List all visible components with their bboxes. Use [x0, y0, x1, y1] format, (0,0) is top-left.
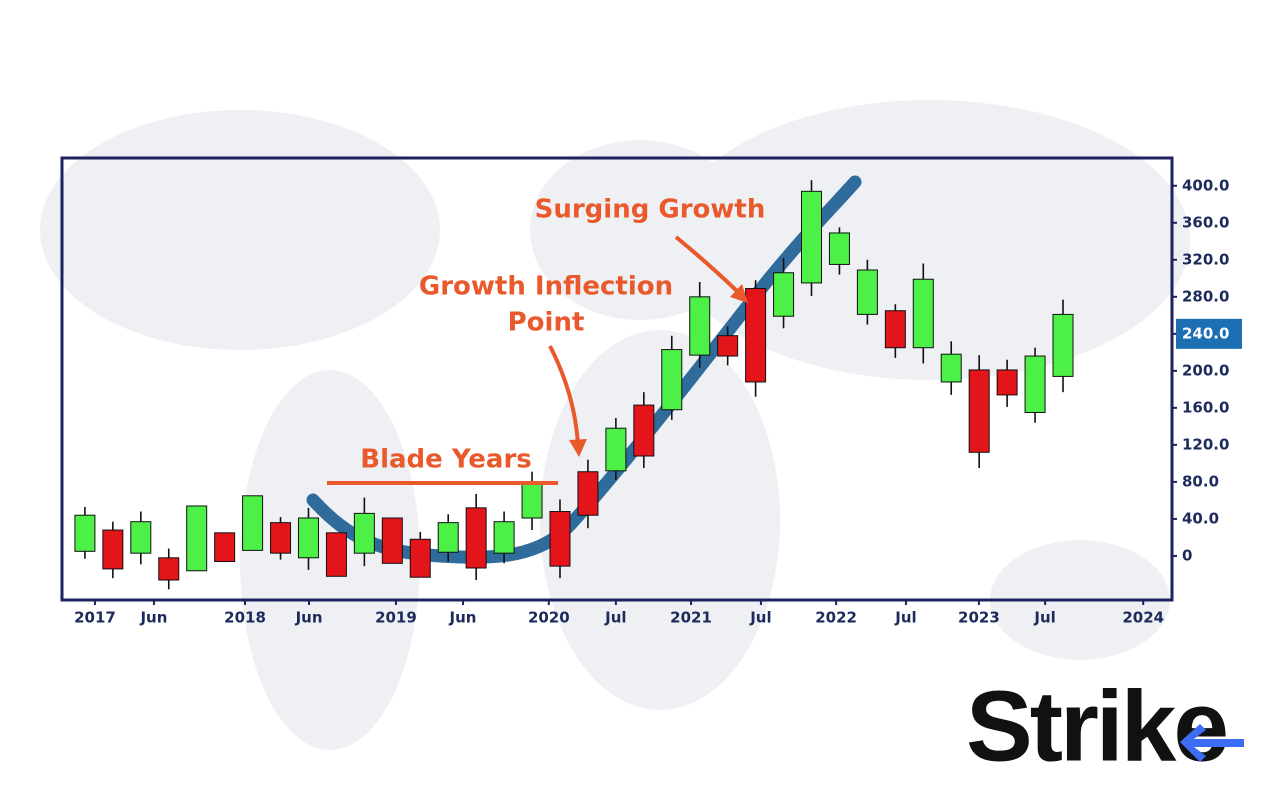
annotation: Growth Inflection: [419, 272, 673, 302]
x-tick-label: Jun: [295, 609, 323, 627]
candles: [74, 180, 1074, 590]
brand-logo: Strike: [966, 670, 1226, 782]
candle-body: [493, 521, 515, 554]
x-tick-label: 2020: [528, 609, 570, 627]
annotation: Surging Growth: [535, 195, 766, 225]
x-tick-label: 2018: [224, 609, 266, 627]
candle-body: [353, 512, 375, 554]
candle-body: [996, 369, 1018, 396]
x-tick-label: Jul: [1033, 609, 1055, 627]
candle-body: [633, 404, 655, 457]
candle-body: [102, 529, 124, 570]
x-tick-label: 2023: [958, 609, 1000, 627]
y-tick-label: 160.0: [1182, 398, 1229, 416]
x-tick-label: 2019: [375, 609, 417, 627]
x-tick-label: 2021: [670, 609, 712, 627]
arrowhead: [730, 284, 748, 303]
candle-body: [605, 427, 627, 472]
highlight-tick-box: [1176, 318, 1242, 349]
candle-body: [577, 471, 599, 516]
arrow: [674, 235, 740, 294]
candle-body: [437, 522, 459, 553]
logo-arrow: [1180, 724, 1244, 762]
y-tick-label: 120.0: [1182, 435, 1229, 453]
y-tick-label: 200.0: [1182, 361, 1229, 379]
candle-body: [297, 517, 319, 559]
x-tick-label: 2022: [815, 609, 857, 627]
candle-body: [773, 272, 795, 317]
y-tick-label: 80.0: [1182, 472, 1219, 490]
candle-body: [130, 521, 152, 554]
world-map-background: [40, 100, 1190, 750]
candle-body: [856, 269, 878, 315]
x-tick-label: 2017: [74, 609, 116, 627]
candle-body: [381, 517, 403, 564]
candle-body: [717, 335, 739, 357]
candle-body: [1052, 313, 1074, 377]
candle-body: [828, 232, 850, 265]
x-tick-label: Jun: [449, 609, 477, 627]
annotation: Blade Years: [360, 445, 532, 475]
candle-body: [242, 495, 264, 551]
candle-body: [214, 532, 236, 563]
x-tick-label: Jun: [139, 609, 167, 627]
y-tick-label: 320.0: [1182, 250, 1229, 268]
arrow: [548, 345, 580, 446]
candle-body: [158, 557, 180, 581]
candle-body: [801, 190, 823, 284]
candle-body: [549, 511, 571, 567]
y-tick-label: 0: [1182, 546, 1192, 564]
plot-frame: [60, 156, 1174, 602]
y-tick-label: 40.0: [1182, 509, 1219, 527]
candle-body: [465, 507, 487, 569]
candle-body: [521, 483, 543, 519]
y-tick-label: 360.0: [1182, 213, 1229, 231]
candle-body: [74, 514, 96, 552]
y-tick-label: 240.0: [1182, 324, 1229, 342]
candle-body: [968, 369, 990, 453]
candle-body: [325, 532, 347, 577]
x-tick-label: Jul: [894, 609, 916, 627]
candle-body: [884, 310, 906, 349]
x-tick-label: Jul: [604, 609, 626, 627]
y-tick-label: 400.0: [1182, 176, 1229, 194]
candle-body: [745, 287, 767, 383]
candle-body: [186, 505, 208, 572]
x-tick-label: Jul: [749, 609, 771, 627]
candle-body: [912, 278, 934, 349]
y-tick-label: 280.0: [1182, 287, 1229, 305]
candle-body: [409, 538, 431, 578]
annotation: Point: [508, 308, 585, 338]
x-tick-label: 2024: [1122, 609, 1164, 627]
candle-body: [1024, 355, 1046, 414]
candle-body: [940, 353, 962, 383]
candle-body: [661, 349, 683, 411]
arrowhead: [569, 439, 587, 457]
candle-body: [689, 296, 711, 356]
candle-body: [270, 522, 292, 554]
